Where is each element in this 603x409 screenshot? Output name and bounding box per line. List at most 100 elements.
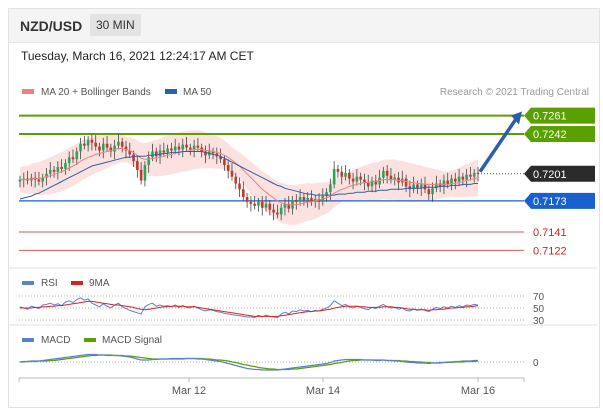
- level-tags: 0.7261 0.7242 0.7201 0.7173 0.7141 0.7122: [524, 107, 595, 257]
- candle-body: [128, 150, 132, 155]
- candle-body: [223, 159, 226, 166]
- candle-body: [238, 183, 241, 190]
- candle-body: [310, 198, 313, 202]
- candle-body: [60, 166, 63, 169]
- current-price-label: 0.7201: [533, 169, 567, 181]
- candle-body: [272, 209, 275, 213]
- pivot-tag-label: 0.7173: [533, 196, 567, 208]
- candle-body: [45, 173, 48, 178]
- moving-averages: [19, 148, 479, 206]
- chart-header: NZD/USD 30 MIN: [9, 9, 599, 43]
- candle-body: [332, 168, 336, 185]
- ma20-legend-swatch: [22, 89, 34, 94]
- candle-body: [37, 179, 41, 182]
- bollinger-band: [20, 130, 478, 225]
- candle-body: [253, 203, 256, 206]
- candle-body: [472, 172, 476, 177]
- candle-body: [170, 148, 173, 151]
- candle-body: [276, 212, 279, 215]
- macd-tick-label: 0: [533, 358, 539, 369]
- candle-body: [469, 174, 472, 177]
- candle-body: [226, 165, 230, 171]
- candle-body: [359, 176, 362, 180]
- resistance-tag-label: 0.7242: [533, 129, 567, 141]
- candle-body: [181, 144, 185, 150]
- candle-body: [120, 141, 124, 147]
- rsi-ma-legend-swatch: [71, 281, 83, 285]
- candle-body: [340, 171, 344, 177]
- candle-body: [56, 166, 60, 172]
- candle-body: [279, 207, 283, 215]
- candle-body: [306, 198, 309, 200]
- rsi-legend-label: RSI: [41, 278, 58, 289]
- candle-body: [465, 174, 468, 180]
- ma50-legend-swatch: [165, 89, 177, 94]
- candle-body: [245, 197, 249, 202]
- candle-body: [75, 151, 79, 160]
- macd-signal-legend-swatch: [84, 338, 96, 342]
- candle-body: [113, 145, 116, 152]
- candle-body: [344, 172, 347, 177]
- candle-body: [83, 143, 86, 146]
- macd-signal-legend-label: MACD Signal: [102, 335, 162, 346]
- rsi-tick-label: 70: [533, 292, 545, 303]
- candle-body: [79, 143, 82, 152]
- candle-body: [94, 142, 98, 147]
- pivot-tag: [524, 192, 595, 209]
- candle-body: [442, 180, 446, 187]
- candle-body: [48, 169, 52, 174]
- candle-body: [366, 182, 370, 187]
- target-arrow: [478, 111, 522, 173]
- macd-legend-swatch: [22, 338, 34, 342]
- x-tick-label: Mar 14: [306, 385, 340, 397]
- x-tick-label: Mar 16: [461, 385, 495, 397]
- support-label: 0.7141: [533, 227, 567, 239]
- candle-body: [295, 199, 298, 202]
- symbol-label: NZD/USD: [20, 18, 83, 34]
- candle-body: [419, 184, 423, 189]
- candle-body: [162, 150, 166, 153]
- candle-body: [64, 163, 67, 169]
- macd-legend-label: MACD: [41, 335, 70, 346]
- candle-body: [18, 179, 22, 182]
- candle-body: [453, 178, 457, 182]
- candle-body: [196, 145, 200, 148]
- candle-body: [189, 147, 192, 150]
- candle-body: [287, 203, 291, 209]
- candle-body: [173, 146, 177, 151]
- candle-body: [325, 192, 328, 197]
- candle-body: [139, 169, 143, 181]
- candle-body: [67, 157, 71, 164]
- candle-body: [382, 170, 385, 178]
- candle-body: [260, 201, 264, 208]
- candle-body: [336, 168, 340, 172]
- candle-body: [457, 176, 461, 182]
- candle-body: [404, 178, 408, 187]
- candle-body: [363, 179, 366, 183]
- research-credit: Research © 2021 Trading Central: [440, 87, 589, 98]
- candle-body: [109, 147, 113, 152]
- candle-body: [101, 143, 105, 151]
- rsi-ma-line: [20, 300, 479, 317]
- macd-line: [19, 353, 478, 371]
- candle-body: [185, 144, 188, 148]
- candle-body: [393, 177, 397, 180]
- candle-body: [204, 151, 207, 156]
- candle-body: [105, 143, 109, 148]
- candle-body: [378, 177, 381, 185]
- candle-body: [446, 180, 450, 185]
- rsi-legend-swatch: [22, 281, 34, 285]
- x-axis: Mar 12 Mar 14 Mar 16: [18, 378, 525, 397]
- candle-body: [374, 180, 378, 185]
- ma50-legend-label: MA 50: [183, 87, 212, 98]
- candle-body: [476, 172, 480, 174]
- timeframe-button[interactable]: 30 MIN: [90, 14, 141, 36]
- ma20-legend-label: MA 20 + Bollinger Bands: [41, 87, 151, 98]
- rsi-ma-legend-label: 9MA: [89, 278, 110, 289]
- current-price-tag: [524, 165, 595, 182]
- candle-body: [268, 203, 272, 210]
- candle-body: [166, 148, 169, 153]
- candle-body: [192, 145, 196, 150]
